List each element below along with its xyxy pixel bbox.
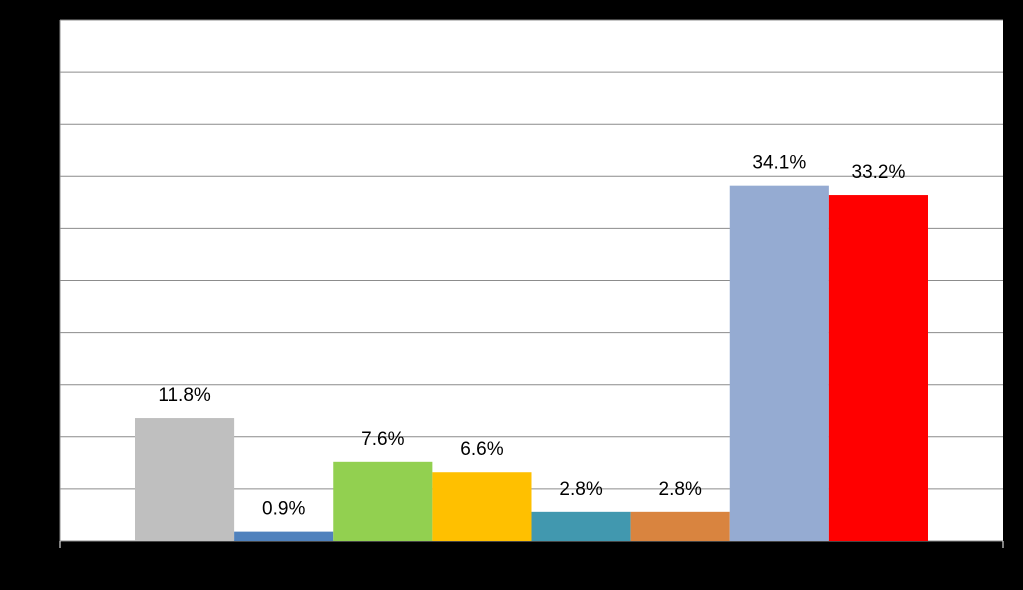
bar — [333, 461, 433, 541]
data-label: 2.8% — [559, 479, 602, 500]
bar — [432, 472, 532, 541]
data-label: 6.6% — [460, 439, 503, 460]
data-label: 33.2% — [852, 162, 906, 183]
bar — [729, 185, 829, 542]
bar — [630, 511, 730, 541]
data-label: 0.9% — [262, 499, 305, 520]
bar — [531, 511, 631, 541]
data-label: 2.8% — [659, 479, 702, 500]
data-label: 34.1% — [752, 153, 806, 174]
data-label: 7.6% — [361, 429, 404, 450]
bar — [828, 195, 928, 541]
bar — [234, 531, 334, 541]
data-label: 11.8% — [158, 385, 211, 406]
bar — [135, 418, 235, 541]
